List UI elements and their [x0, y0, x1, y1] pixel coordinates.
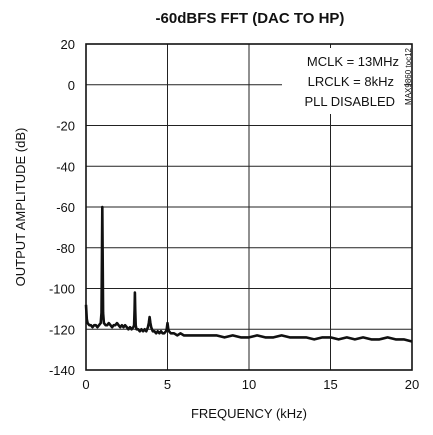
- tick-labels: 0 5 10 15 20 20 0 -20 -40 -60 -80 -100 -120 -140: [49, 37, 419, 392]
- figure-code: MAX9860 toc12: [404, 47, 413, 104]
- y-tick-label: -20: [56, 119, 75, 134]
- y-tick-label: -40: [56, 159, 75, 174]
- chart-title: -60dBFS FFT (DAC TO HP): [156, 10, 345, 27]
- y-tick-label: -140: [49, 363, 75, 378]
- annotation-lrclk: LRCLK = 8kHz: [308, 74, 394, 89]
- annotation-pll: PLL DISABLED: [304, 94, 395, 109]
- series-layer: [84, 205, 413, 343]
- x-tick-label: 20: [405, 377, 419, 392]
- x-axis-label: FREQUENCY (kHz): [191, 406, 307, 421]
- y-tick-label: -120: [49, 322, 75, 337]
- y-tick-label: 0: [68, 78, 75, 93]
- y-tick-label: -60: [56, 200, 75, 215]
- y-tick-label: -100: [49, 282, 75, 297]
- annotation-mclk: MCLK = 13MHz: [307, 54, 399, 69]
- x-tick-label: 0: [82, 377, 89, 392]
- y-tick-label: -80: [56, 241, 75, 256]
- x-tick-label: 5: [164, 377, 171, 392]
- y-tick-label: 20: [61, 37, 75, 52]
- y-axis-label: OUTPUT AMPLITUDE (dB): [13, 128, 28, 287]
- x-tick-label: 10: [242, 377, 256, 392]
- annotation-box: [282, 48, 404, 114]
- fft-series-line: [84, 205, 413, 343]
- x-tick-label: 15: [323, 377, 337, 392]
- plot-frame: [85, 43, 413, 371]
